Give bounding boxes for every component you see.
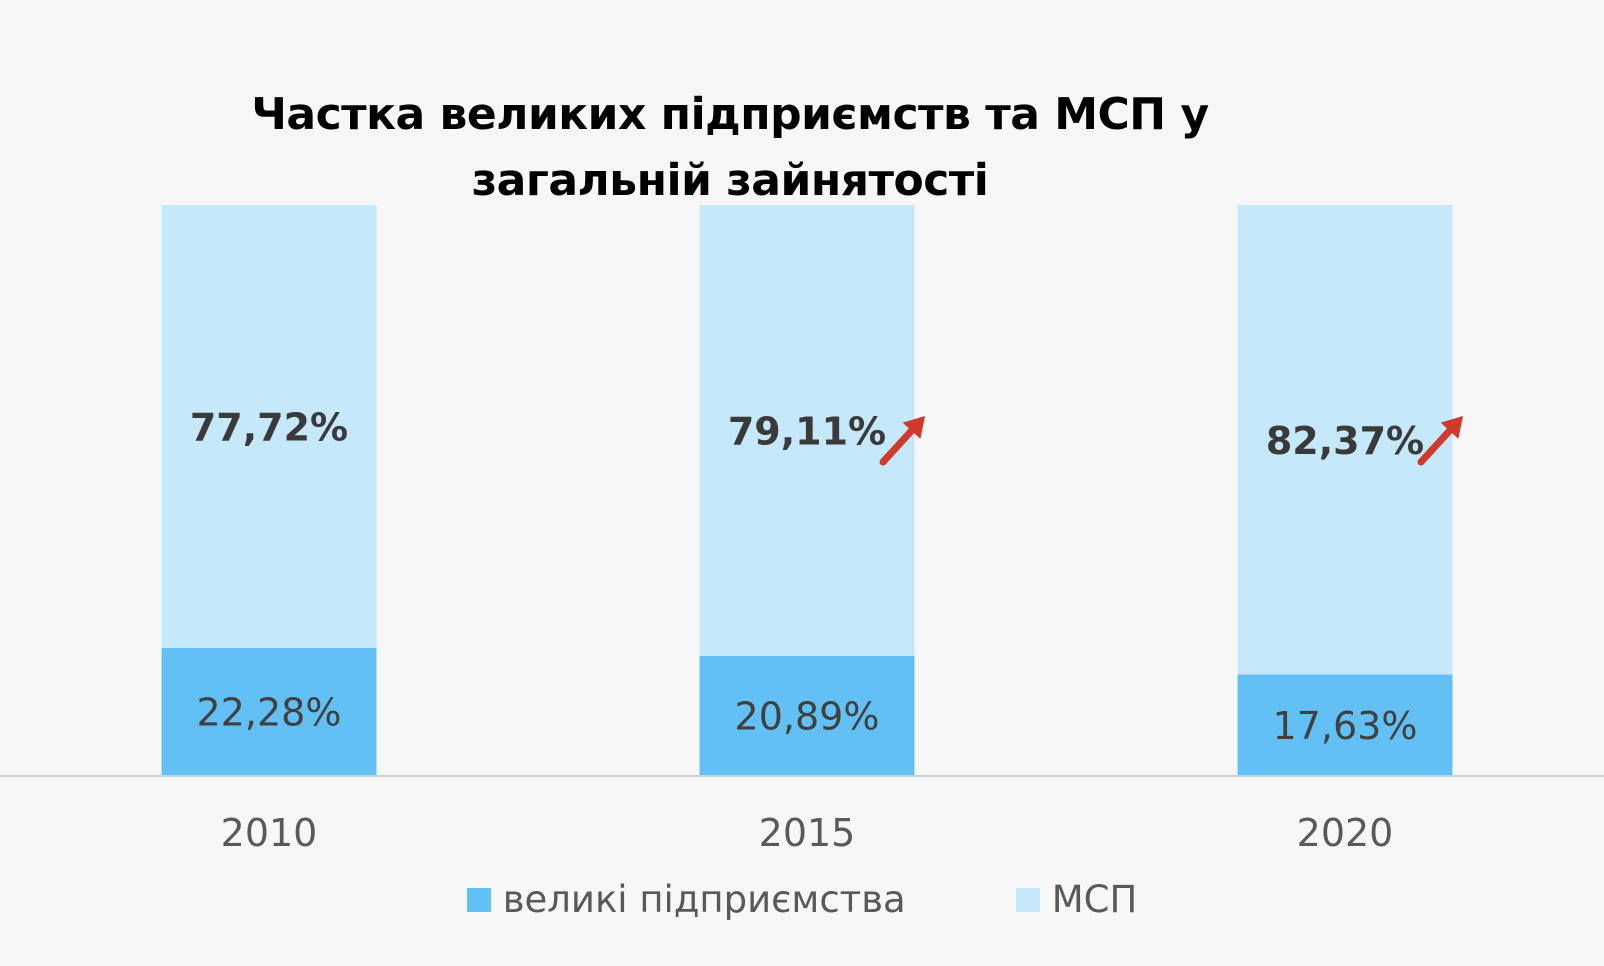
x-tick-label-2020: 2020	[1297, 811, 1394, 855]
x-tick-label-2015: 2015	[759, 811, 856, 855]
legend-item-large-enterprises: великі підприємства	[466, 878, 906, 921]
legend-label-large-enterprises: великі підприємства	[502, 878, 906, 921]
data-label-2020-series-1: 82,37%	[1266, 419, 1424, 463]
arrow-shaft-2015	[879, 427, 916, 466]
legend-label-sme: МСП	[1051, 878, 1138, 921]
legend-swatch-large-enterprises	[466, 887, 491, 912]
bar-2015-series-1	[699, 205, 915, 656]
data-label-2015-series-1: 79,11%	[728, 409, 886, 453]
arrow-up-icon-2015	[902, 416, 925, 439]
bar-2020-series-1	[1237, 205, 1453, 675]
x-tick-label-2010: 2010	[221, 811, 318, 855]
arrow-up-icon-2020	[1440, 416, 1463, 439]
data-label-2010-series-0: 22,28%	[197, 691, 342, 735]
bar-2015-series-0	[699, 655, 915, 775]
arrow-shaft-2020	[1417, 427, 1454, 466]
bar-2010-series-1	[161, 205, 377, 649]
bar-2010-series-0	[161, 648, 377, 775]
chart-title: Частка великих підприємств та МСП у зага…	[251, 89, 1209, 206]
legend: великі підприємства МСП	[0, 878, 1604, 921]
legend-item-sme: МСП	[1015, 878, 1138, 921]
bar-2020-series-0	[1237, 674, 1453, 775]
data-label-2015-series-0: 20,89%	[735, 694, 880, 738]
data-label-2020-series-0: 17,63%	[1273, 704, 1418, 748]
data-label-2010-series-1: 77,72%	[190, 406, 348, 450]
legend-swatch-sme	[1015, 887, 1040, 912]
